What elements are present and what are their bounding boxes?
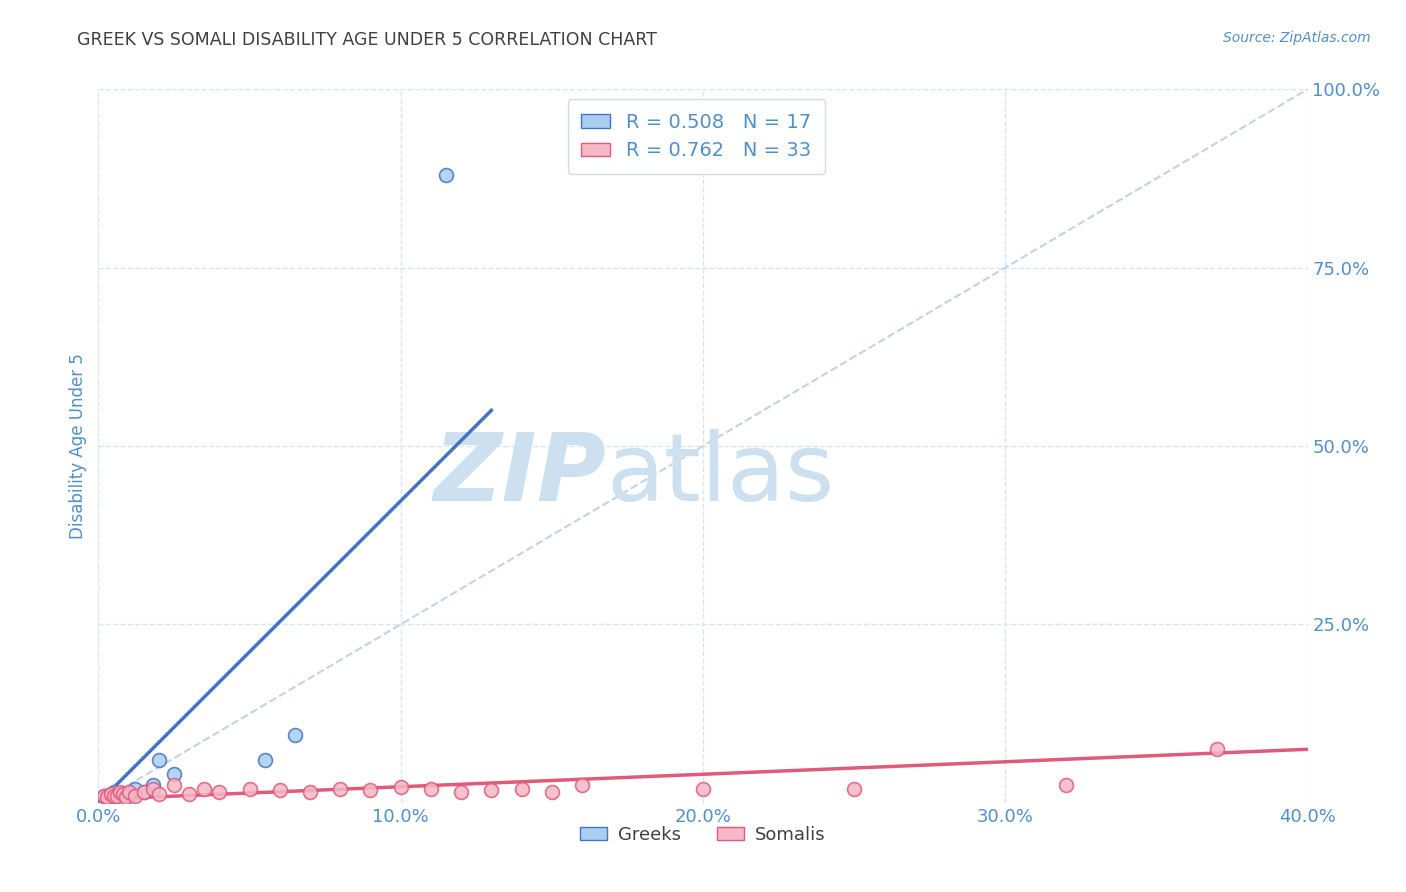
Point (571, 778, 593, 792)
Point (93, 789, 115, 803)
Point (284, 728, 307, 742)
Point (434, 168, 457, 182)
Point (103, 785, 125, 799)
Point (1206, 742, 1229, 756)
Point (844, 781, 866, 796)
Point (163, 778, 186, 792)
Point (253, 753, 276, 767)
Point (111, 787, 134, 801)
Point (450, 785, 472, 799)
Text: atlas: atlas (606, 428, 835, 521)
Text: Source: ZipAtlas.com: Source: ZipAtlas.com (1223, 31, 1371, 45)
Point (481, 783, 503, 797)
Text: ZIP: ZIP (433, 428, 606, 521)
Point (179, 787, 201, 801)
Point (148, 753, 170, 767)
Text: GREEK VS SOMALI DISABILITY AGE UNDER 5 CORRELATION CHART: GREEK VS SOMALI DISABILITY AGE UNDER 5 C… (77, 31, 657, 49)
Point (269, 783, 291, 797)
Point (100, 787, 122, 801)
Point (420, 781, 443, 796)
Point (105, 789, 128, 804)
Legend: Greeks, Somalis: Greeks, Somalis (574, 819, 832, 851)
Point (132, 785, 155, 799)
Point (114, 789, 136, 804)
Point (540, 785, 562, 799)
Point (93, 789, 115, 803)
Point (96, 790, 118, 805)
Point (124, 781, 146, 796)
Point (299, 785, 322, 799)
Y-axis label: Disability Age Under 5: Disability Age Under 5 (69, 353, 87, 539)
Point (132, 785, 155, 799)
Point (100, 787, 122, 801)
Point (118, 785, 141, 799)
Point (329, 781, 352, 796)
Point (239, 781, 262, 796)
Point (208, 785, 231, 799)
Point (193, 781, 215, 796)
Point (114, 790, 136, 805)
Point (96, 790, 118, 805)
Point (105, 789, 128, 803)
Point (1054, 778, 1077, 792)
Point (142, 778, 165, 792)
Point (142, 781, 165, 796)
Point (111, 787, 134, 801)
Point (360, 783, 382, 797)
Point (692, 781, 714, 796)
Point (103, 789, 125, 803)
Point (389, 780, 412, 794)
Point (510, 781, 533, 796)
Point (163, 767, 186, 781)
Point (108, 785, 131, 799)
Point (148, 787, 170, 801)
Point (108, 787, 131, 801)
Point (124, 789, 146, 803)
Point (118, 788, 141, 802)
